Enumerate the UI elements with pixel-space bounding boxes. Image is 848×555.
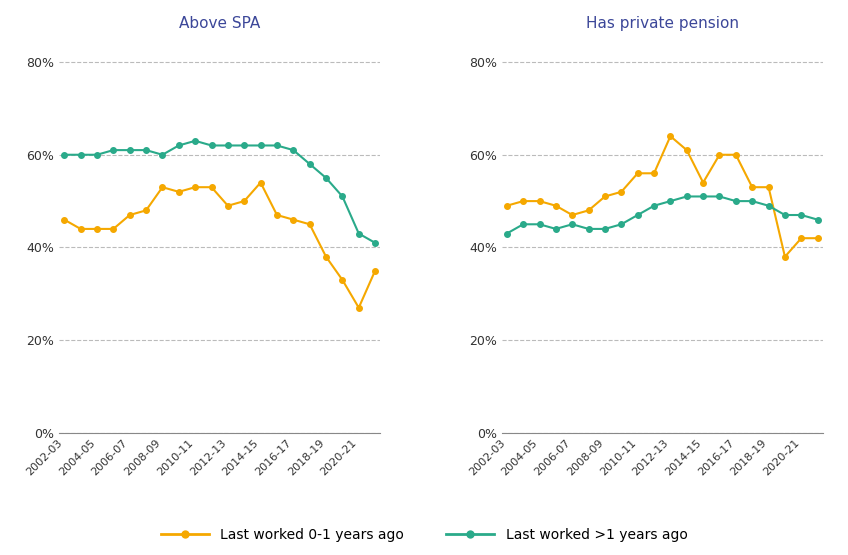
Title: Above SPA: Above SPA	[179, 16, 260, 31]
Title: Has private pension: Has private pension	[586, 16, 739, 31]
Legend: Last worked 0-1 years ago, Last worked >1 years ago: Last worked 0-1 years ago, Last worked >…	[155, 523, 693, 548]
